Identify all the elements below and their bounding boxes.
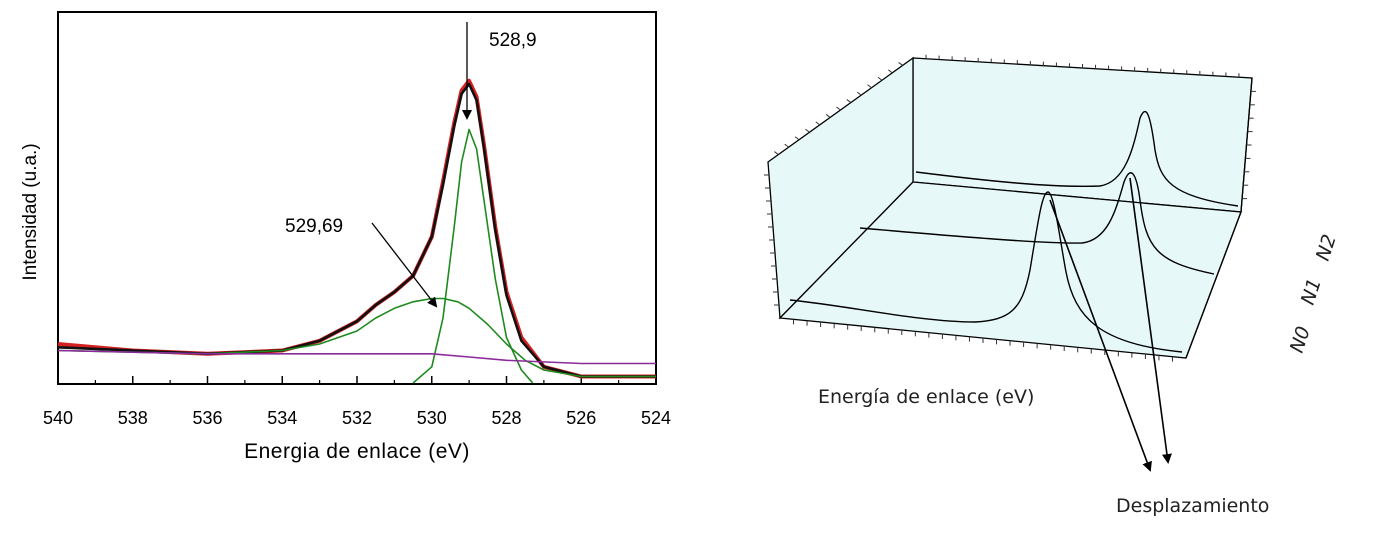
edge-tick <box>836 106 841 111</box>
x-tick-label: 536 <box>192 408 222 428</box>
xps-chart: 540 538 536 534 532 530 528 526 524 Intensidad (… <box>0 0 684 470</box>
x-tick-label: 532 <box>342 408 372 428</box>
spectrum-n2 <box>915 111 1239 207</box>
right-floor-edge <box>1185 211 1242 359</box>
displacement-arrow-2 <box>1129 177 1172 464</box>
series-line-1 <box>57 82 656 378</box>
series-line-3 <box>412 128 534 384</box>
edge-tick <box>856 91 862 96</box>
edge-tick <box>887 69 893 74</box>
depth-label-n0: N0 <box>1286 324 1315 356</box>
edge-tick <box>774 151 779 155</box>
x-tick-label: 528 <box>491 408 521 428</box>
peak-529-69-label: 529,69 <box>285 216 343 237</box>
x-tick-label: 540 <box>43 408 73 428</box>
edge-tick <box>877 76 883 81</box>
depth-label-n2: N2 <box>1312 232 1341 264</box>
edge-tick <box>898 62 903 66</box>
x-tick-label: 526 <box>566 408 596 428</box>
shift-schematic: Energía de enlace (eV) Desplazamiento N0… <box>764 54 1341 517</box>
peak-529-69-arrow <box>371 222 438 308</box>
series-layer <box>57 78 656 384</box>
y-axis-label: Intensidad (u.a.) <box>20 143 41 280</box>
edge-tick <box>794 136 800 141</box>
x-tick-label: 534 <box>267 408 297 428</box>
x-tick-label: 524 <box>641 408 671 428</box>
displacement-label: Desplazamiento <box>1116 495 1269 517</box>
edge-tick <box>815 121 821 126</box>
chart-background <box>0 0 684 470</box>
x-tick-label: 530 <box>417 408 447 428</box>
x-axis-label: Energia de enlace (eV) <box>244 440 470 463</box>
displacement-arrow-1 <box>1049 199 1152 472</box>
x-axis-ticks: 540 538 536 534 532 530 528 526 524 <box>43 376 671 428</box>
peak-528-9-label: 528,9 <box>489 30 537 51</box>
edge-tick <box>846 99 852 103</box>
depth-label-n1: N1 <box>1297 276 1326 308</box>
series-line-4 <box>57 349 656 365</box>
tick-marks <box>764 54 1256 362</box>
edge-tick <box>784 143 790 148</box>
x-tick-label: 538 <box>118 408 148 428</box>
spectrum-n0 <box>789 191 1183 353</box>
edge-tick <box>825 114 831 118</box>
edge-tick <box>867 84 872 89</box>
spectrum-n1 <box>859 172 1215 275</box>
energy-axis-label: Energía de enlace (eV) <box>818 386 1034 408</box>
edge-tick <box>805 128 810 133</box>
